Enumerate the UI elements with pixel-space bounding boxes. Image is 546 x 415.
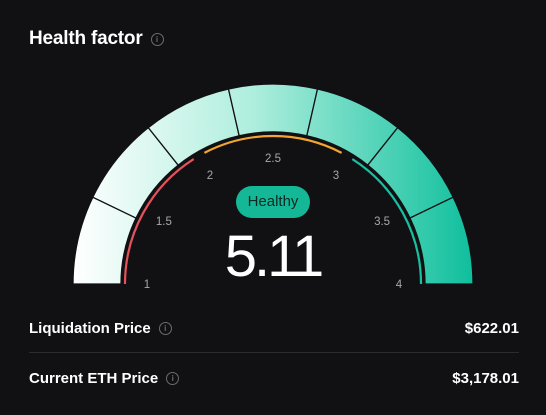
gauge-tick-label: 3.5 bbox=[374, 216, 390, 228]
card-title: Health factor bbox=[29, 28, 143, 49]
gauge-tick-label: 1 bbox=[144, 279, 150, 291]
gauge-tick-label: 1.5 bbox=[156, 216, 172, 228]
info-icon[interactable]: i bbox=[166, 371, 180, 385]
liquidation-price-row: Liquidation Price i $622.01 bbox=[29, 303, 519, 353]
current-eth-price-value: $3,178.01 bbox=[452, 369, 519, 387]
gauge-tick-label: 3 bbox=[333, 170, 339, 182]
info-icon[interactable]: i bbox=[158, 321, 172, 335]
gauge-tick-label: 2 bbox=[207, 170, 213, 182]
warning-zone-arc bbox=[203, 134, 343, 154]
safe-zone-arc bbox=[351, 158, 423, 285]
gauge-tick-label: 2.5 bbox=[265, 153, 281, 165]
status-badge: Healthy bbox=[236, 186, 310, 218]
danger-zone-arc bbox=[123, 158, 195, 285]
liquidation-price-label: Liquidation Price bbox=[29, 319, 151, 337]
gauge-segment bbox=[227, 83, 319, 137]
gauge-segment bbox=[409, 196, 474, 285]
liquidation-price-value: $622.01 bbox=[464, 319, 519, 337]
current-eth-price-row: Current ETH Price i $3,178.01 bbox=[29, 353, 519, 403]
current-eth-price-label: Current ETH Price bbox=[29, 369, 159, 387]
health-factor-gauge: 1 1.5 2 2.5 3 3.5 4 bbox=[72, 83, 474, 291]
card-header: Health factor i bbox=[29, 28, 164, 50]
health-factor-value: 5.11 bbox=[224, 224, 325, 289]
row-divider bbox=[29, 352, 519, 353]
info-icon[interactable]: i bbox=[150, 32, 164, 46]
gauge-tick-label: 4 bbox=[396, 279, 403, 291]
